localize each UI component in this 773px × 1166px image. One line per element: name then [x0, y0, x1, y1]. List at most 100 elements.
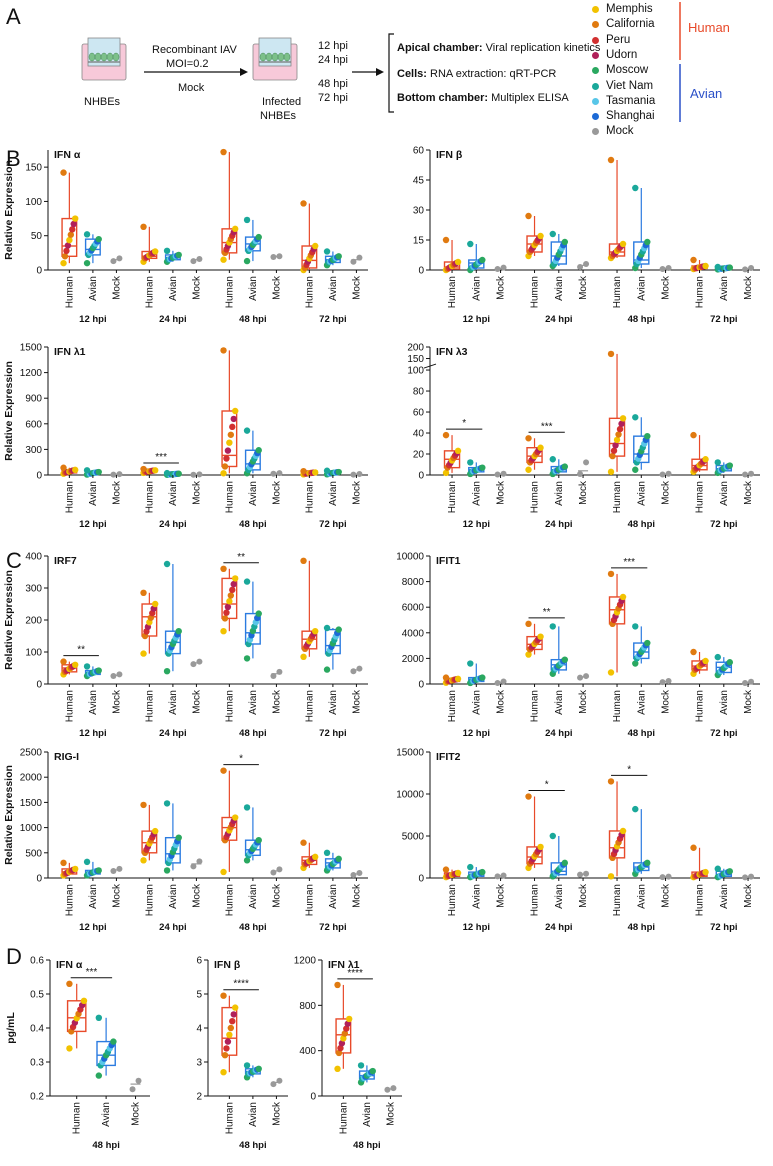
- legend-label: Memphis: [606, 3, 653, 15]
- data-point: [583, 261, 590, 267]
- data-point: [714, 865, 721, 872]
- data-point: [334, 981, 341, 989]
- data-point: [163, 560, 171, 568]
- x-group-label: Avian: [328, 481, 339, 506]
- data-point: [312, 853, 319, 861]
- y-tick-label: 2500: [20, 748, 43, 759]
- data-point: [95, 1072, 103, 1079]
- timepoint-label: 72 hpi: [319, 314, 346, 325]
- significance-stars: ***: [86, 967, 98, 978]
- data-point: [61, 253, 69, 260]
- data-point: [442, 674, 450, 681]
- x-group-label: Avian: [636, 884, 647, 909]
- y-tick-label: 300: [25, 584, 42, 595]
- timepoint-label: 24 hpi: [545, 728, 572, 739]
- legend-swatch: [592, 97, 599, 105]
- data-point: [612, 442, 619, 449]
- data-point: [467, 459, 474, 466]
- data-point: [323, 849, 331, 856]
- data-point: [454, 447, 462, 455]
- box: [691, 458, 708, 471]
- x-group-label: Avian: [554, 481, 565, 506]
- timepoint-label: 48 hpi: [92, 1140, 119, 1151]
- y-tick-label: 150: [407, 354, 424, 365]
- timepoint-label: 48 hpi: [353, 1140, 380, 1151]
- data-point: [243, 857, 251, 864]
- x-group-label: Mock: [385, 1101, 396, 1126]
- plot-title: IRF7: [54, 555, 77, 567]
- x-group-label: Human: [64, 481, 75, 513]
- y-tick-label: 10000: [396, 790, 424, 801]
- data-point: [232, 814, 239, 821]
- timepoint-48: 48 hpi: [318, 78, 348, 90]
- data-point: [220, 256, 227, 263]
- data-point: [442, 236, 450, 244]
- y-tick-label: 100: [407, 366, 424, 377]
- x-group-label: Human: [224, 884, 235, 916]
- timepoint-label: 24 hpi: [545, 314, 572, 325]
- readout-bottom-head: Bottom chamber:: [397, 92, 489, 104]
- data-point: [454, 258, 462, 266]
- significance-stars: ***: [541, 421, 553, 432]
- x-group-label: Mock: [351, 883, 362, 908]
- data-point: [140, 589, 147, 596]
- infected-label-2: NHBEs: [260, 110, 297, 122]
- data-point: [190, 471, 197, 478]
- data-point: [479, 256, 486, 264]
- x-group-label: Avian: [636, 276, 647, 301]
- data-point: [323, 248, 331, 255]
- x-group-label: Avian: [248, 1102, 259, 1127]
- data-point: [583, 673, 590, 680]
- data-point: [221, 463, 229, 470]
- x-group-label: Human: [530, 690, 541, 722]
- data-point: [95, 235, 102, 243]
- source-cells-label: NHBEs: [84, 96, 121, 108]
- data-point: [632, 466, 639, 473]
- data-point: [537, 444, 544, 451]
- data-point: [549, 832, 556, 840]
- data-point: [610, 447, 618, 454]
- data-point: [494, 266, 501, 272]
- timepoint-label: 24 hpi: [545, 922, 572, 933]
- data-point: [690, 648, 697, 656]
- data-point: [537, 232, 544, 240]
- y-tick-label: 0: [36, 874, 42, 885]
- data-point: [229, 423, 236, 431]
- x-group-label: Human: [530, 884, 541, 916]
- data-point: [500, 470, 507, 477]
- x-group-label: Human: [144, 276, 155, 308]
- infected-label-1: Infected: [262, 96, 302, 108]
- data-point: [616, 425, 624, 433]
- timepoint-label: 24 hpi: [159, 314, 186, 325]
- x-group-label: Human: [695, 884, 706, 916]
- data-point: [110, 673, 117, 679]
- x-group-label: Human: [447, 276, 458, 308]
- x-group-label: Human: [72, 1102, 83, 1134]
- data-point: [494, 679, 501, 686]
- y-tick-label: 8000: [402, 577, 425, 588]
- significance-stars: ***: [155, 452, 167, 463]
- x-group-label: Avian: [719, 276, 730, 301]
- plot-title: IFN β: [214, 959, 241, 971]
- y-tick-label: 0: [418, 471, 424, 482]
- box: [61, 217, 78, 257]
- box: [141, 603, 158, 637]
- legend-item-shanghai: Shanghai: [592, 110, 655, 122]
- data-point: [229, 586, 236, 594]
- insert: [258, 37, 292, 67]
- x-group-label: Mock: [743, 689, 754, 714]
- arrow-infect-head: [240, 68, 248, 76]
- data-point: [255, 447, 262, 454]
- x-group-label: Avian: [168, 690, 179, 715]
- data-point: [276, 1077, 283, 1084]
- x-group-label: Mock: [111, 275, 122, 300]
- data-point: [232, 407, 239, 415]
- legend-item-moscow: Moscow: [592, 64, 648, 76]
- data-point: [110, 258, 117, 265]
- data-point: [335, 855, 342, 863]
- box: [301, 245, 318, 269]
- treatment-label-2: MOI=0.2: [166, 58, 209, 70]
- significance-stars: ****: [233, 979, 249, 990]
- data-point: [525, 620, 532, 628]
- timepoint-label: 48 hpi: [628, 728, 655, 739]
